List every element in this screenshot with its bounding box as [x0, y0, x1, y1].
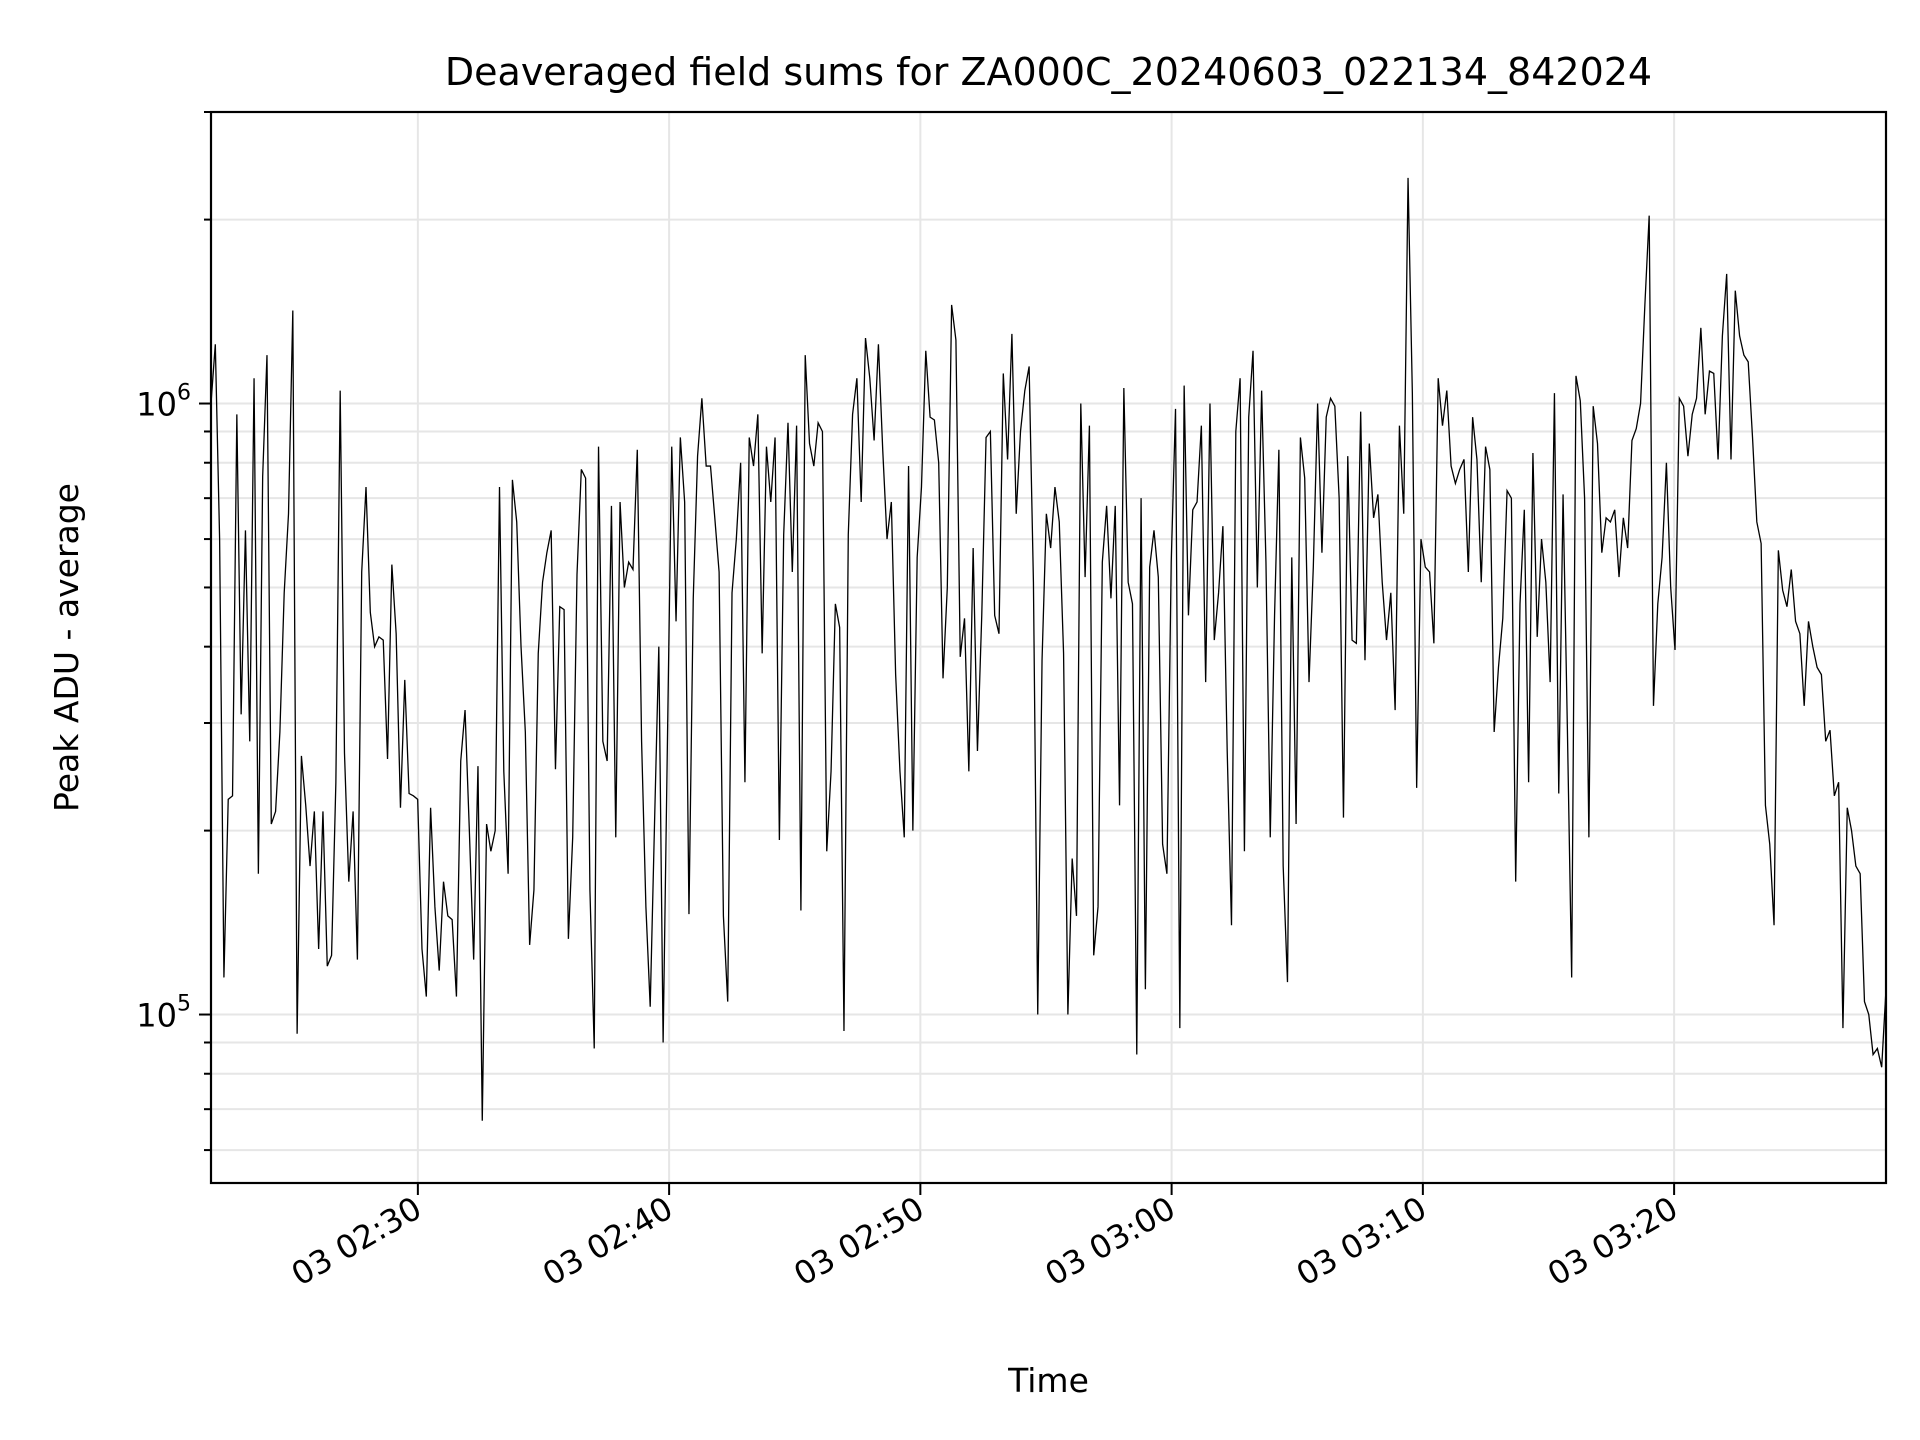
chart-title: Deaveraged field sums for ZA000C_2024060…	[445, 50, 1652, 94]
y-tick-label: 105	[136, 992, 191, 1035]
x-axis-label: Time	[1007, 1361, 1089, 1400]
y-tick-label-base: 10	[136, 386, 177, 424]
grid	[211, 111, 1886, 1183]
axis-ticks	[199, 111, 1676, 1195]
y-tick-label-base: 10	[136, 997, 177, 1035]
y-axis-label: Peak ADU - average	[47, 483, 86, 812]
series-line	[210, 177, 1887, 1121]
y-tick-label-exponent: 6	[177, 381, 191, 406]
y-tick-label: 106	[136, 381, 191, 424]
y-tick-label-exponent: 5	[177, 992, 191, 1017]
